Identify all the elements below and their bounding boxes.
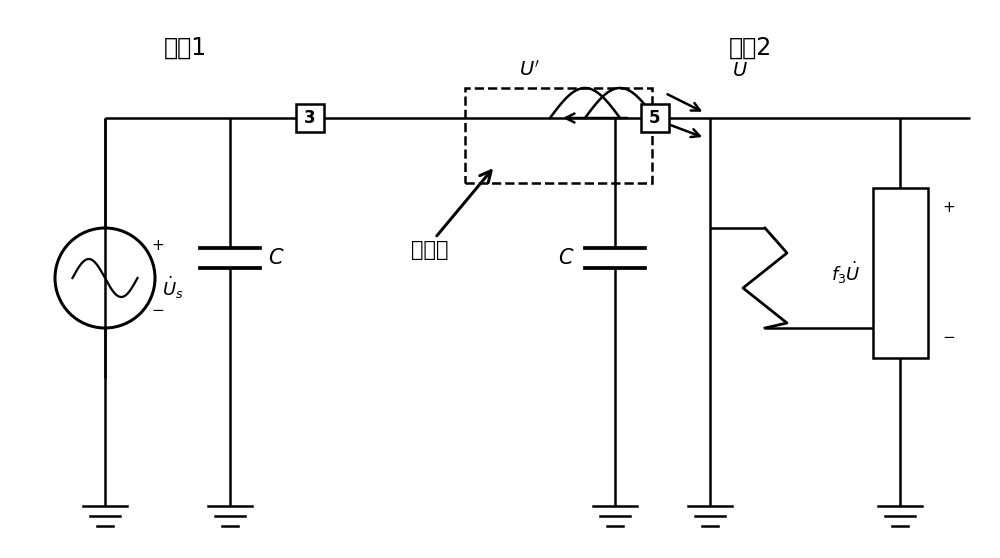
Text: $U$: $U$ (732, 61, 748, 80)
Text: $f_3\dot{U}$: $f_3\dot{U}$ (831, 260, 860, 286)
Text: 3: 3 (304, 109, 316, 127)
Text: −: − (151, 303, 164, 318)
Text: 母线2: 母线2 (728, 36, 772, 60)
Bar (872, 188, 928, 358)
Text: $\dot{U}_s$: $\dot{U}_s$ (162, 275, 184, 301)
Text: 等效点: 等效点 (411, 240, 449, 260)
Text: C: C (558, 248, 573, 268)
Text: C: C (268, 248, 283, 268)
Text: 母线1: 母线1 (163, 36, 207, 60)
Text: +: + (943, 200, 955, 215)
Text: −: − (943, 330, 955, 345)
Bar (296, 104, 324, 132)
Text: +: + (151, 238, 164, 253)
Bar (465, 88, 652, 183)
Text: $U'$: $U'$ (519, 60, 541, 80)
Bar (641, 104, 669, 132)
Text: 5: 5 (649, 109, 661, 127)
